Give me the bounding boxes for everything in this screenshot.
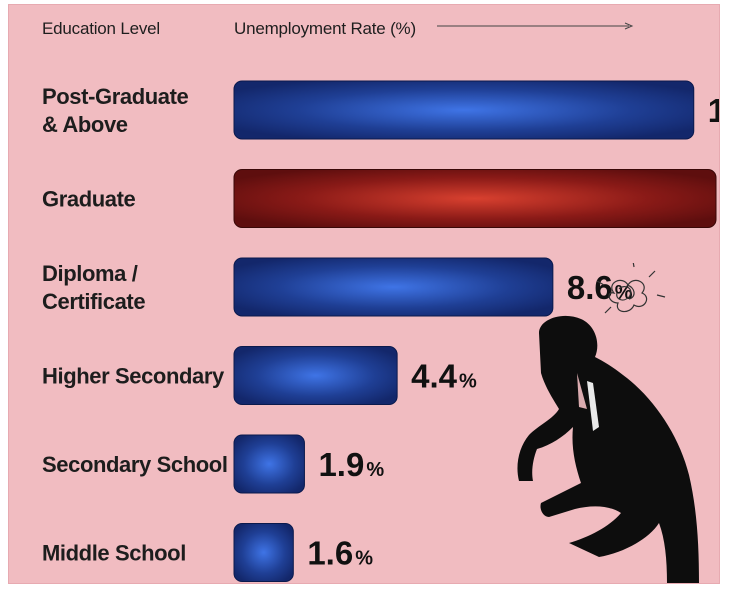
value-label: 1.6% [307, 535, 373, 572]
value-header: Unemployment Rate (%) [234, 19, 416, 38]
category-label: Diploma / Certificate [42, 261, 145, 314]
category-label: Graduate [42, 187, 136, 212]
category-label: Middle School [42, 541, 186, 566]
category-label: Secondary School [42, 452, 228, 477]
value-label: 4.4% [411, 358, 477, 395]
bar [233, 169, 717, 228]
bar-chart: Post-Graduate& Above12.4%Graduate13.0%Di… [42, 80, 720, 582]
arrow-right-icon [437, 22, 634, 30]
category-header: Education Level [42, 19, 160, 38]
bar [233, 523, 294, 582]
thinking-man-icon [517, 263, 699, 583]
tangled-thought-icon [596, 263, 666, 314]
bar [233, 346, 398, 405]
category-label: Post-Graduate & Above [42, 84, 189, 137]
bar [233, 80, 695, 140]
bar [233, 257, 554, 317]
chart-panel: Education Level Unemployment Rate (%) Po… [8, 4, 720, 584]
bar [233, 434, 305, 494]
value-label: 1.9% [318, 446, 384, 483]
man-silhouette [517, 315, 699, 583]
value-label: 12.4% [708, 92, 720, 129]
category-label: Higher Secondary [42, 364, 225, 389]
